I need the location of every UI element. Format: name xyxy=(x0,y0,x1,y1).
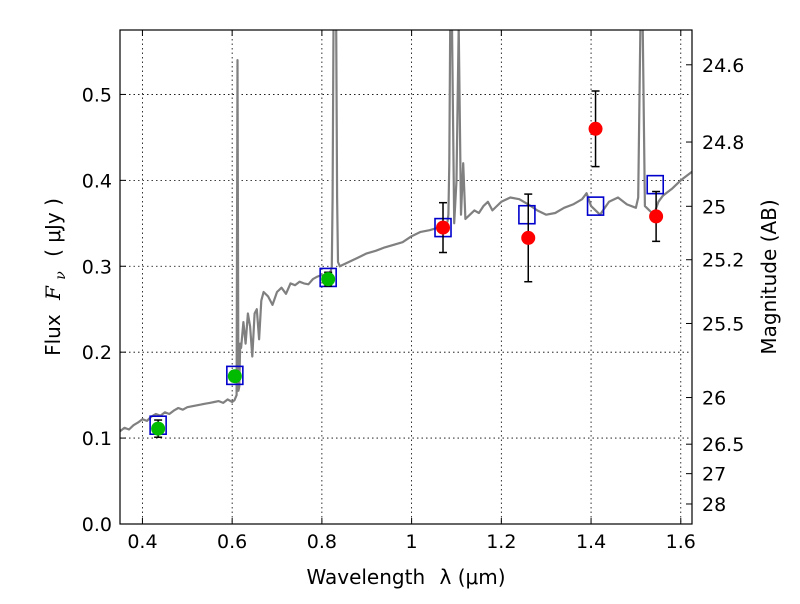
x-axis-title: Wavelength λ (μm) xyxy=(306,565,505,589)
y-axis-unit: ( μJy ) xyxy=(41,198,65,257)
y-axis-symbol: F xyxy=(41,285,65,301)
plot-background xyxy=(120,30,692,524)
observed-flux-point xyxy=(227,369,242,384)
y-tick-label: 0.4 xyxy=(82,170,112,192)
y2-tick-label: 27 xyxy=(702,464,726,486)
y2-tick-label: 28 xyxy=(702,494,726,516)
x-tick-label: 0.6 xyxy=(217,531,247,553)
y-axis-symbol-sub: ν xyxy=(53,271,69,280)
y2-tick-label: 25 xyxy=(702,196,726,218)
x-tick-label: 0.4 xyxy=(127,531,157,553)
model-photometry-square xyxy=(586,196,605,216)
y2-tick-label: 25.5 xyxy=(702,313,744,335)
observed-flux-point xyxy=(321,272,336,287)
markers-layer xyxy=(149,90,665,438)
model-photometry-square xyxy=(226,365,244,386)
y2-axis-title: Magnitude (AB) xyxy=(757,199,781,354)
y-tick-label: 0.3 xyxy=(82,256,112,278)
y2-tick-label: 24.8 xyxy=(702,132,744,154)
y-tick-label: 0.2 xyxy=(82,342,112,364)
y-tick-label: 0.5 xyxy=(82,84,112,106)
series-layer xyxy=(120,30,692,433)
observed-flux-point xyxy=(521,230,536,245)
y2-tick-label: 24.6 xyxy=(702,55,744,77)
x-tick-label: 1 xyxy=(406,531,418,553)
x-tick-label: 1.6 xyxy=(666,531,696,553)
x-tick-label: 1.4 xyxy=(576,531,606,553)
observed-flux-point xyxy=(151,421,166,436)
x-tick-label: 0.8 xyxy=(307,531,337,553)
axis-ticks: 0.4 0.6 0.8 1 1.2 1.4 1.6 0.0 0.1 0.2 0.3 0.4 0.5 24.… xyxy=(82,30,744,553)
y-tick-label: 0.1 xyxy=(82,428,112,450)
observed-flux-point xyxy=(588,121,603,136)
y-axis-label: Flux xyxy=(41,314,65,356)
observed-flux-point xyxy=(649,209,664,224)
y-axis-title: Flux F ν ( μJy ) xyxy=(41,198,70,356)
observed-flux-point xyxy=(436,220,451,235)
y-tick-label: 0.0 xyxy=(82,514,112,536)
x-axis-unit: λ (μm) xyxy=(440,565,506,589)
model-photometry-square xyxy=(646,174,665,195)
y2-tick-label: 26.5 xyxy=(702,434,744,456)
x-axis-label: Wavelength xyxy=(306,565,425,589)
y2-tick-label: 26 xyxy=(702,388,726,410)
y2-tick-label: 25.2 xyxy=(702,250,744,272)
model-spectrum-line xyxy=(120,30,692,433)
plot-frame xyxy=(119,29,693,525)
model-photometry-square xyxy=(518,204,536,225)
x-tick-label: 1.2 xyxy=(486,531,516,553)
